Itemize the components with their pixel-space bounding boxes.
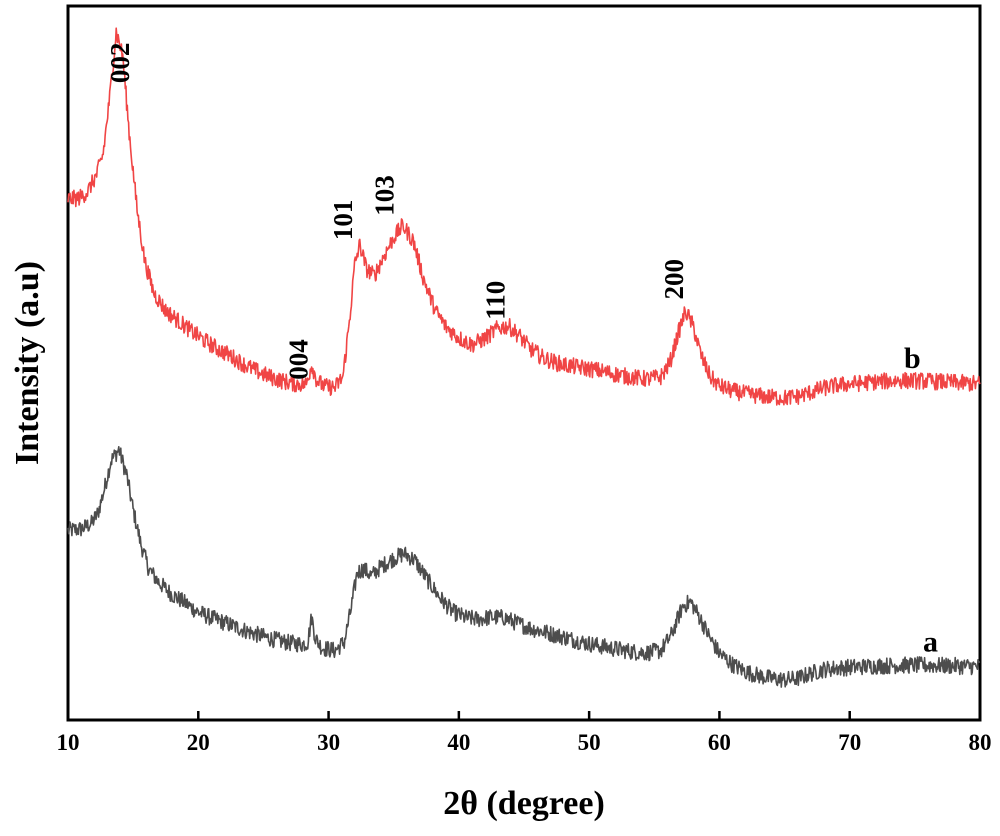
x-tick-label: 20	[187, 730, 210, 755]
series-label: a	[923, 625, 938, 658]
peak-label: 101	[328, 200, 358, 241]
annotations-layer: 002 004 101 103 110 200 b a	[105, 43, 938, 659]
series-layer	[67, 27, 981, 688]
peak-label: 002	[105, 43, 135, 84]
x-tick-label: 60	[708, 730, 731, 755]
peak-label: 110	[481, 281, 511, 320]
peak-label: 200	[659, 259, 689, 300]
x-tick-label: 50	[578, 730, 601, 755]
x-tick-label: 30	[317, 730, 340, 755]
x-axis-label: 2θ (degree)	[443, 785, 605, 822]
series-b-line	[67, 27, 981, 406]
x-tick-label: 10	[57, 730, 80, 755]
peak-label: 004	[284, 339, 314, 380]
peak-label: 103	[370, 175, 400, 216]
x-tick-label: 70	[838, 730, 861, 755]
series-a-line	[67, 446, 981, 688]
plot-frame	[66, 4, 982, 722]
x-tick-label: 80	[969, 730, 992, 755]
x-tick-label: 40	[447, 730, 470, 755]
y-axis-label: Intensity (a.u)	[9, 261, 46, 465]
series-label: b	[904, 342, 921, 375]
x-axis-ticks: 10 20 30 40 50 60 70 80	[57, 711, 992, 755]
